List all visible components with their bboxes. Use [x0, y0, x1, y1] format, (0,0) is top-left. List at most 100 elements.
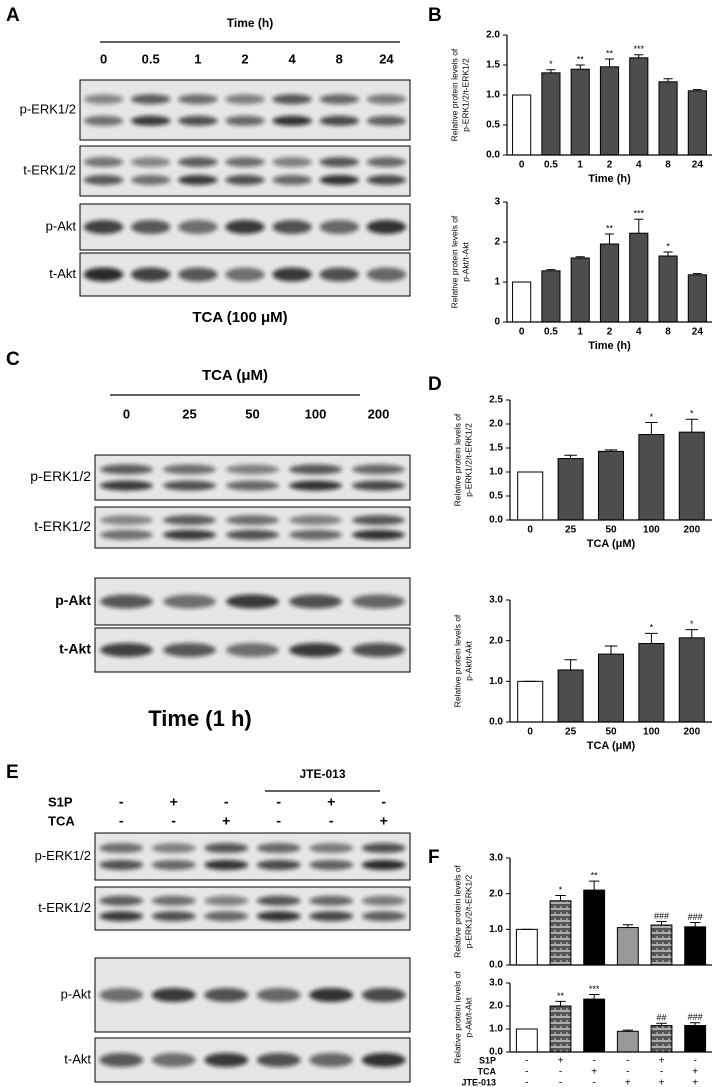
blot-box: [79, 145, 411, 197]
row-label: t-Akt: [59, 641, 91, 657]
y-tick-label: 3: [494, 197, 500, 208]
panel-label: E: [6, 762, 19, 783]
row-label: t-Akt: [64, 1051, 91, 1066]
band: [256, 911, 301, 922]
condition-sign: -: [525, 1078, 528, 1087]
x-tick-label: 100: [643, 727, 660, 738]
x-tick-label: 50: [605, 525, 617, 536]
blot-box: [94, 454, 411, 501]
condition-sign: -: [660, 1067, 663, 1078]
band: [178, 220, 218, 234]
condition-sign: -: [592, 1078, 595, 1087]
band: [272, 157, 312, 167]
bar: [557, 669, 584, 723]
y-axis-label: p-Akt/t-Akt: [463, 997, 473, 1037]
band: [151, 843, 196, 854]
row-label: t-ERK1/2: [23, 162, 76, 177]
bar: [599, 66, 620, 156]
significance-label: *: [666, 241, 670, 251]
band: [151, 911, 196, 922]
condition-sign: -: [592, 1056, 595, 1067]
significance-label: *: [650, 623, 654, 633]
treatment-sign: -: [276, 813, 281, 829]
condition-name: TCA: [478, 1066, 497, 1076]
bar: [650, 924, 673, 966]
row-label: t-ERK1/2: [34, 518, 91, 534]
bar: [650, 1025, 673, 1053]
y-tick-label: 0.0: [489, 960, 503, 971]
band: [99, 843, 144, 854]
x-tick-label: 0: [527, 525, 533, 536]
band: [83, 175, 124, 185]
lane-label: 50: [245, 406, 259, 421]
x-tick-label: 0.5: [544, 327, 558, 338]
band: [100, 464, 153, 475]
band: [272, 267, 312, 282]
band: [163, 529, 216, 540]
band: [226, 643, 279, 657]
band: [256, 843, 301, 854]
band: [309, 843, 354, 854]
error-bar: [622, 1029, 634, 1032]
error-bar: [689, 1022, 701, 1026]
band: [178, 175, 218, 185]
band: [366, 94, 407, 105]
x-tick-label: 200: [683, 525, 700, 536]
bar: [515, 928, 538, 966]
lane-label: 4: [289, 51, 297, 66]
condition-sign: -: [559, 1067, 562, 1078]
band: [225, 157, 265, 167]
significance-label: ###: [688, 912, 703, 922]
y-axis-label: Relative protein levels of: [452, 614, 462, 707]
y-axis-label: p-Akt/t-Akt: [463, 641, 473, 681]
band: [361, 895, 406, 906]
y-tick-label: 3.0: [489, 978, 503, 989]
row-label: p-Akt: [46, 218, 77, 233]
significance-label: *: [559, 885, 563, 895]
y-axis-label: Relative protein levels of: [449, 48, 459, 141]
band: [366, 157, 407, 167]
error-bar: [604, 645, 618, 655]
row-label: p-Akt: [61, 986, 92, 1001]
band: [319, 115, 360, 126]
y-tick-label: 1.0: [489, 1024, 503, 1035]
x-tick-label: 2: [607, 160, 613, 171]
error-bar: [645, 422, 658, 435]
band: [256, 1053, 301, 1067]
x-tick-label: 24: [692, 160, 704, 171]
band: [272, 115, 312, 126]
bar: [678, 431, 705, 521]
band: [361, 1053, 406, 1067]
y-tick-label: 0.0: [489, 1047, 503, 1058]
treatment-sign: +: [327, 794, 335, 810]
bar: [517, 471, 544, 521]
lane-label: 2: [241, 51, 248, 66]
significance-label: *: [549, 59, 553, 69]
error-bar: [692, 273, 702, 275]
bar: [541, 270, 561, 323]
band: [100, 515, 153, 526]
bar: [597, 450, 625, 521]
row-label: t-Akt: [49, 266, 76, 281]
lane-label: 0: [123, 406, 130, 421]
treatment-sign: -: [119, 813, 124, 829]
treatment-sign: +: [380, 813, 388, 829]
y-tick-label: 0: [494, 317, 500, 328]
band: [289, 464, 342, 475]
treatment-name: S1P: [48, 794, 73, 809]
y-tick-label: 3.0: [489, 595, 503, 606]
band: [178, 157, 218, 167]
band: [309, 911, 354, 922]
y-tick-label: 1.0: [486, 90, 500, 101]
blot-header: JTE-013: [299, 767, 345, 781]
band: [130, 267, 171, 282]
x-tick-label: 0.5: [544, 160, 558, 171]
bar: [629, 57, 649, 156]
x-tick-label: 1: [577, 160, 583, 171]
bar: [517, 680, 544, 723]
y-tick-label: 0.5: [486, 120, 500, 131]
lane-label: 25: [182, 406, 196, 421]
condition-sign: +: [659, 1056, 665, 1067]
band: [289, 529, 342, 540]
x-tick-label: 0: [519, 327, 525, 338]
